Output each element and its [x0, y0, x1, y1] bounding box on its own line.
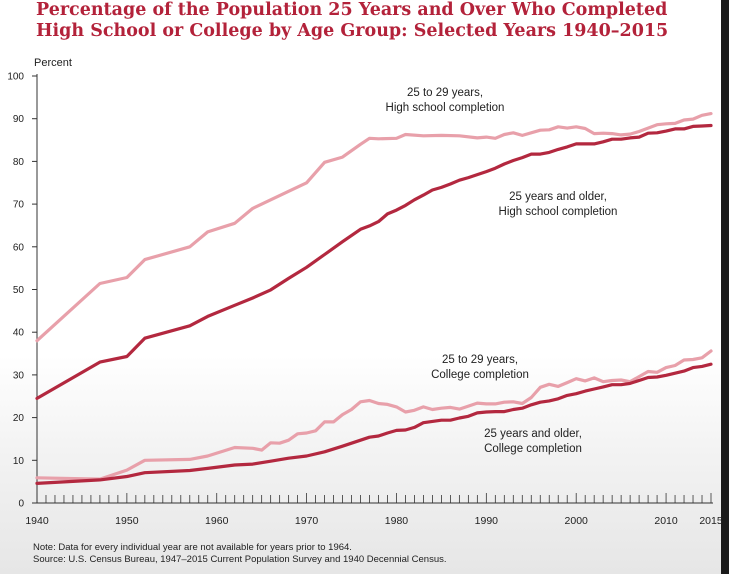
x-tick-label-1970: 1970	[295, 515, 319, 527]
y-tick-label-70: 70	[13, 200, 25, 211]
note-line: Note: Data for every individual year are…	[33, 542, 352, 553]
y-axis-label: Percent	[34, 57, 72, 69]
x-tick-label-1980: 1980	[385, 515, 409, 527]
series-line-3	[35, 349, 713, 481]
chart-title: Percentage of the Population 25 Years an…	[36, 0, 668, 42]
chart-series	[35, 112, 713, 485]
x-tick-label-2010: 2010	[654, 515, 678, 527]
y-tick-label-90: 90	[13, 114, 25, 125]
series-line-1	[35, 112, 713, 343]
y-tick-label-30: 30	[13, 370, 25, 381]
chart-title-line-2: High School or College by Age Group: Sel…	[36, 21, 669, 41]
y-tick-label-80: 80	[13, 157, 25, 168]
y-tick-label-60: 60	[13, 242, 25, 253]
y-tick-label-0: 0	[18, 499, 24, 510]
x-tick-label-2015: 2015	[699, 515, 723, 527]
chart-footnote: Note: Data for every individual year are…	[33, 542, 447, 566]
series-line-2	[35, 123, 713, 400]
y-tick-label-50: 50	[13, 285, 25, 296]
window-edge	[721, 0, 729, 574]
annotation-3-line-1: 25 to 29 years,	[442, 354, 518, 366]
y-tick-label-10: 10	[13, 456, 25, 467]
x-tick-label-1990: 1990	[475, 515, 499, 527]
source-line: Source: U.S. Census Bureau, 1947–2015 Cu…	[33, 554, 447, 565]
x-tick-label-1960: 1960	[205, 515, 229, 527]
y-tick-label-20: 20	[13, 413, 25, 424]
annotation-3-line-2: College completion	[431, 369, 529, 381]
chart-title-line-1: Percentage of the Population 25 Years an…	[36, 0, 668, 20]
series-line-4	[35, 362, 713, 485]
annotation-2-line-2: High school completion	[499, 206, 618, 218]
annotation-2-line-1: 25 years and older,	[509, 191, 607, 203]
y-tick-label-100: 100	[7, 72, 24, 83]
chart-axes: 0 10 20 30 40 50 60 70 80 90 100 1940 1950 1960 1970 19…	[7, 72, 723, 528]
annotation-1-line-2: High school completion	[386, 102, 505, 114]
chart-annotations: 25 to 29 years, High school completion 25 …	[386, 87, 618, 455]
annotation-1-line-1: 25 to 29 years,	[407, 87, 483, 99]
annotation-4-line-1: 25 years and older,	[484, 428, 582, 440]
x-tick-label-2000: 2000	[565, 515, 589, 527]
y-tick-label-40: 40	[13, 328, 25, 339]
annotation-4-line-2: College completion	[484, 443, 582, 455]
x-tick-label-1950: 1950	[115, 515, 139, 527]
x-tick-label-1940: 1940	[25, 515, 49, 527]
